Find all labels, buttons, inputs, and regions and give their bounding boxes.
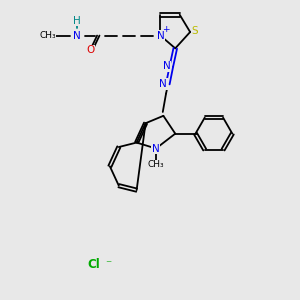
Text: N: N xyxy=(73,31,81,40)
Text: N: N xyxy=(160,79,167,89)
Text: ⁻: ⁻ xyxy=(105,258,112,271)
Text: CH₃: CH₃ xyxy=(148,160,164,169)
Text: +: + xyxy=(162,25,169,34)
Text: S: S xyxy=(191,26,198,36)
Text: H: H xyxy=(73,16,81,26)
Text: CH₃: CH₃ xyxy=(39,31,56,40)
Text: N: N xyxy=(157,31,164,40)
Text: O: O xyxy=(86,45,95,56)
Text: Cl: Cl xyxy=(87,258,100,271)
Text: N: N xyxy=(163,61,171,71)
Text: N: N xyxy=(152,143,160,154)
